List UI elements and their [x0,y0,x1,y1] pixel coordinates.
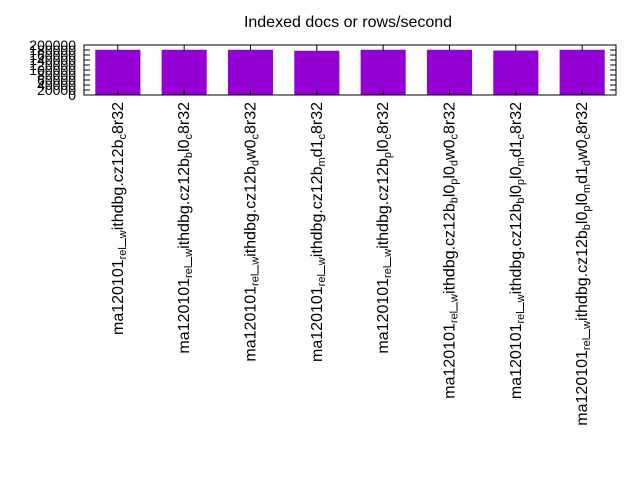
y-tick-label: 80000 [37,67,76,83]
y-tick-label: 200000 [29,37,76,53]
y-tick-label: 60000 [37,72,76,88]
x-tick-label: ma120101rel_withdbg.cz12bpl0c8r32 [375,102,394,354]
plot-frame [83,44,617,96]
y-tick-label: 0 [68,87,76,103]
x-tick-label: ma120101rel_withdbg.cz12bdw0c8r32 [242,102,261,362]
bar [227,49,274,95]
y-tick-label: 180000 [29,42,76,58]
x-tick-label: ma120101rel_withdbg.cz12bmd1c8r32 [309,102,328,362]
x-tick-label: ma120101rel_withdbg.cz12bbl0pl0dw0c8r32 [442,102,461,399]
y-axis: 0200004000060000800001000001200001400001… [29,37,616,103]
y-tick-label: 40000 [37,77,76,93]
y-tick-label: 160000 [29,47,76,63]
y-tick-label: 120000 [29,57,76,73]
bar [493,50,539,95]
bar [294,50,340,95]
x-tick-label: ma120101rel_withdbg.cz12bbl0pl0md1dw0c8r… [574,102,593,426]
x-tick-label: ma120101rel_withdbg.cz12bbl0c8r32 [176,102,195,354]
y-tick-label: 20000 [37,82,76,98]
bar [161,49,207,95]
bar [95,49,141,95]
bar [559,49,605,95]
chart-title: Indexed docs or rows/second [244,14,452,31]
x-tick-label: ma120101rel_withdbg.cz12bc8r32 [110,102,129,335]
x-axis-labels: ma120101rel_withdbg.cz12bc8r32 ma120101re… [110,102,594,426]
bars [95,45,605,95]
bar [426,49,473,95]
x-tick-label: ma120101rel_withdbg.cz12bbl0pl0md1c8r32 [508,102,527,399]
y-tick-label: 100000 [29,62,76,78]
y-tick-label: 140000 [29,52,76,68]
bar [360,49,406,95]
